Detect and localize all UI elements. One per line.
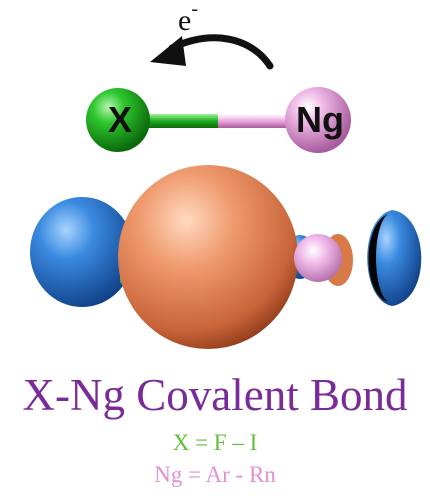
right-blue-lobe [367, 210, 422, 306]
left-blue-lobe [30, 197, 134, 307]
electron-charge: - [191, 0, 198, 20]
ng-range-label: Ng = Ar - Rn [154, 462, 276, 487]
right-blue-lobe-shadow [368, 214, 388, 302]
x-atom-sphere [86, 88, 150, 152]
x-atom-label: X [107, 99, 132, 140]
bond-x-segment [140, 114, 220, 128]
x-range-label: X = F – I [172, 430, 258, 455]
bond-ng-segment [218, 114, 296, 128]
central-orange-lobe [118, 165, 298, 349]
arrow-head-icon [150, 36, 186, 66]
diagram-title: X-Ng Covalent Bond [22, 370, 408, 420]
ng-atom-label: Ng [296, 99, 344, 140]
electron-symbol: e [178, 4, 192, 37]
electron-label: e- [178, 0, 198, 38]
electron-transfer-arrow [168, 34, 274, 70]
ng-atom-sphere [285, 87, 351, 153]
ng-atom-small-sphere [294, 234, 342, 282]
